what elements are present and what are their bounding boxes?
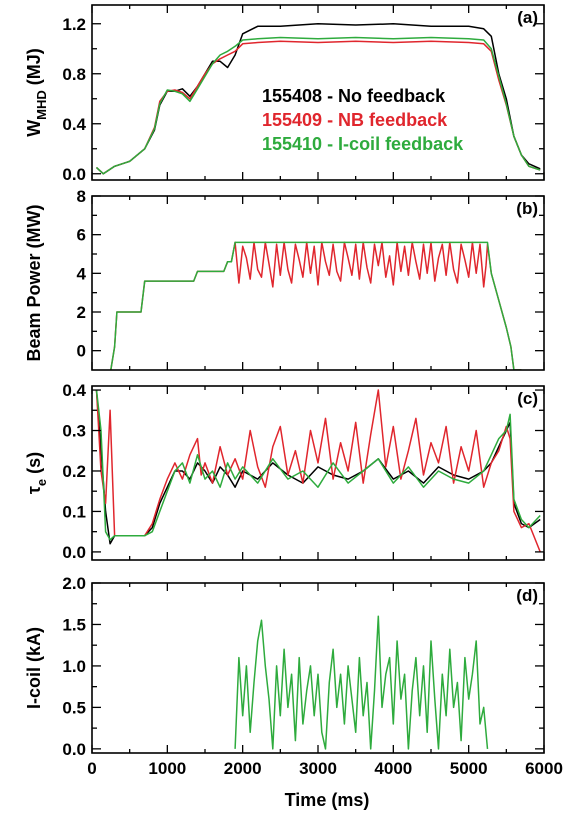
y-tick-label: 0 xyxy=(77,342,86,361)
x-tick-label: 0 xyxy=(87,759,96,778)
panel-label: (c) xyxy=(517,389,538,408)
y-axis-label-main: W xyxy=(24,120,44,137)
panel-2: 0.0 0.1 0.2 0.3 0.4 (c) τe (s) xyxy=(24,381,545,562)
x-tick-label: 4000 xyxy=(374,759,412,778)
y-axis-label-unit: (MJ) xyxy=(24,48,44,90)
series-line-1-1 xyxy=(110,241,522,370)
series-line-0-2 xyxy=(95,36,541,175)
y-axis-label-subscript: MHD xyxy=(34,90,49,120)
y-tick-label: 0.0 xyxy=(62,165,86,184)
panel-label: (d) xyxy=(516,586,538,605)
series-group xyxy=(95,389,541,553)
series-line-2-0 xyxy=(95,389,541,545)
legend-entry-155410: 155410 - I-coil feedback xyxy=(262,134,464,154)
series-group xyxy=(95,23,541,175)
y-tick-label: 0.1 xyxy=(62,502,86,521)
y-tick-label: 0.3 xyxy=(62,422,86,441)
y-tick-label: 0.2 xyxy=(62,462,86,481)
y-tick-label: 4 xyxy=(77,264,87,283)
y-axis-label-main: τ xyxy=(24,486,44,494)
y-tick-label: 0.4 xyxy=(62,115,86,134)
series-line-3-0 xyxy=(234,615,489,750)
panel-1: 0 2 4 6 8 (b) Beam Power (MW) xyxy=(24,187,545,371)
y-tick-label: 0.4 xyxy=(62,381,86,400)
series-group xyxy=(234,615,489,750)
plot-frame xyxy=(91,582,545,754)
y-tick-label: 1.2 xyxy=(62,15,86,34)
x-tick-label: 5000 xyxy=(450,759,488,778)
panel-3: 0 1000 2000 3000 4000 5000 6000 0.0 0.5 1.0 1.5 2.0… xyxy=(24,574,563,778)
series-line-1-0 xyxy=(110,241,522,370)
y-axis-label: Beam Power (MW) xyxy=(24,204,44,361)
panel-label: (a) xyxy=(517,8,538,27)
y-tick-label: 8 xyxy=(77,187,86,206)
x-tick-label: 3000 xyxy=(299,759,337,778)
legend: 155408 - No feedback 155409 - NB feedbac… xyxy=(262,86,464,154)
chart-panels: 0.0 0.4 0.8 1.2 (a) WMHD (MJ) 0 2 4 6 8 (b) Beam Pow… xyxy=(24,4,563,778)
x-tick-label: 1000 xyxy=(148,759,186,778)
panel-label: (b) xyxy=(516,199,538,218)
y-tick-label: 0.5 xyxy=(62,698,86,717)
y-axis-label-subscript: e xyxy=(34,479,49,486)
x-tick-label: 6000 xyxy=(525,759,563,778)
y-axis-label-unit: (s) xyxy=(24,452,44,479)
y-axis-label: τe (s) xyxy=(24,452,49,494)
y-tick-label: 1.0 xyxy=(62,657,86,676)
y-axis-label: WMHD (MJ) xyxy=(24,48,49,137)
series-group xyxy=(110,241,522,370)
y-tick-label: 6 xyxy=(77,226,86,245)
y-tick-label: 2.0 xyxy=(62,574,86,593)
series-line-2-1 xyxy=(95,389,541,553)
y-tick-label: 2 xyxy=(77,303,86,322)
y-tick-label: 0.0 xyxy=(62,543,86,562)
series-line-2-2 xyxy=(95,389,541,541)
legend-entry-155408: 155408 - No feedback xyxy=(262,86,446,106)
y-tick-label: 0.0 xyxy=(62,740,86,759)
plot-frame xyxy=(91,385,545,561)
y-axis-label: I-coil (kA) xyxy=(24,627,44,709)
panel-0: 0.0 0.4 0.8 1.2 (a) WMHD (MJ) xyxy=(24,4,545,184)
x-tick-label: 2000 xyxy=(224,759,262,778)
x-axis-label: Time (ms) xyxy=(285,790,370,810)
legend-entry-155409: 155409 - NB feedback xyxy=(262,110,448,130)
y-tick-label: 1.5 xyxy=(62,615,86,634)
y-tick-label: 0.8 xyxy=(62,65,86,84)
